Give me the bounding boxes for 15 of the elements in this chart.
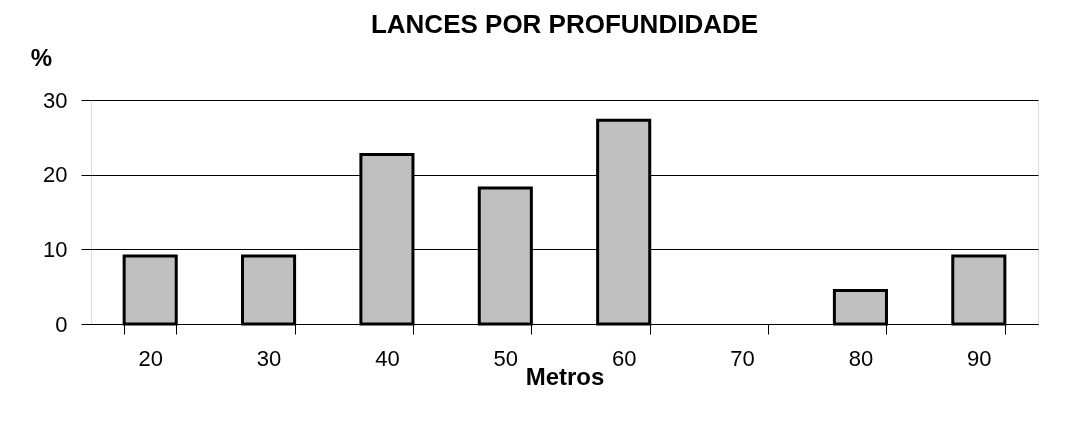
y-axis-title: % (30, 43, 53, 71)
x-tick-label: 30 (256, 345, 282, 371)
y-tick-label: 0 (55, 311, 68, 337)
x-tick-label: 20 (138, 345, 163, 371)
y-tick-label: 10 (43, 236, 68, 262)
x-tick-label: 80 (848, 345, 874, 371)
x-tick-label: 70 (730, 345, 755, 371)
x-tick-label: 60 (611, 345, 637, 371)
y-tick-label: 20 (43, 162, 68, 188)
x-tick-label: 90 (967, 345, 992, 371)
x-tick-label: 50 (493, 345, 519, 371)
x-tick-label: 40 (375, 345, 400, 371)
y-tick-label: 30 (43, 87, 68, 113)
chart-title: LANCES POR PROFUNDIDADE (370, 9, 759, 39)
x-axis-title: Metros (525, 362, 605, 390)
